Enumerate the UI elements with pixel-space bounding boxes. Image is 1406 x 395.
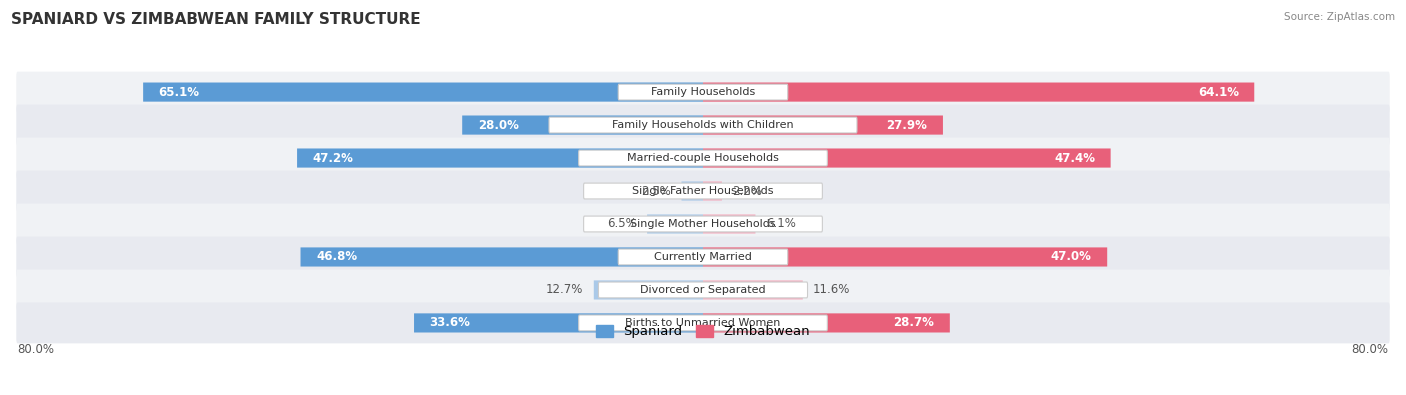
Text: 47.4%: 47.4% (1054, 152, 1095, 165)
Text: Family Households with Children: Family Households with Children (612, 120, 794, 130)
FancyBboxPatch shape (703, 83, 1254, 102)
FancyBboxPatch shape (703, 247, 1107, 267)
FancyBboxPatch shape (17, 203, 1389, 245)
FancyBboxPatch shape (17, 303, 1389, 343)
FancyBboxPatch shape (703, 313, 950, 333)
Text: 6.5%: 6.5% (607, 218, 637, 231)
Text: 27.9%: 27.9% (887, 118, 928, 132)
FancyBboxPatch shape (682, 181, 703, 201)
FancyBboxPatch shape (619, 249, 787, 265)
Text: Currently Married: Currently Married (654, 252, 752, 262)
Text: 47.2%: 47.2% (312, 152, 353, 165)
FancyBboxPatch shape (17, 237, 1389, 277)
Text: 80.0%: 80.0% (18, 343, 55, 356)
Text: Births to Unmarried Women: Births to Unmarried Women (626, 318, 780, 328)
FancyBboxPatch shape (599, 282, 807, 298)
Text: Married-couple Households: Married-couple Households (627, 153, 779, 163)
FancyBboxPatch shape (301, 247, 703, 267)
FancyBboxPatch shape (619, 84, 787, 100)
Text: Single Mother Households: Single Mother Households (630, 219, 776, 229)
FancyBboxPatch shape (143, 83, 703, 102)
FancyBboxPatch shape (703, 181, 721, 201)
Text: 46.8%: 46.8% (316, 250, 357, 263)
FancyBboxPatch shape (413, 313, 703, 333)
FancyBboxPatch shape (463, 115, 703, 135)
Text: 11.6%: 11.6% (813, 284, 851, 297)
Text: 2.2%: 2.2% (733, 184, 762, 198)
Legend: Spaniard, Zimbabwean: Spaniard, Zimbabwean (591, 320, 815, 343)
FancyBboxPatch shape (579, 150, 827, 166)
Text: 28.7%: 28.7% (893, 316, 935, 329)
FancyBboxPatch shape (583, 216, 823, 232)
Text: 33.6%: 33.6% (429, 316, 471, 329)
Text: 80.0%: 80.0% (1351, 343, 1388, 356)
Text: 64.1%: 64.1% (1198, 86, 1239, 99)
Text: SPANIARD VS ZIMBABWEAN FAMILY STRUCTURE: SPANIARD VS ZIMBABWEAN FAMILY STRUCTURE (11, 12, 420, 27)
FancyBboxPatch shape (17, 269, 1389, 310)
FancyBboxPatch shape (703, 149, 1111, 167)
FancyBboxPatch shape (647, 214, 703, 233)
Text: Single Father Households: Single Father Households (633, 186, 773, 196)
FancyBboxPatch shape (703, 115, 943, 135)
Text: Divorced or Separated: Divorced or Separated (640, 285, 766, 295)
Text: 65.1%: 65.1% (159, 86, 200, 99)
FancyBboxPatch shape (17, 137, 1389, 179)
Text: Source: ZipAtlas.com: Source: ZipAtlas.com (1284, 12, 1395, 22)
FancyBboxPatch shape (17, 71, 1389, 113)
Text: 2.5%: 2.5% (641, 184, 671, 198)
FancyBboxPatch shape (297, 149, 703, 167)
Text: 12.7%: 12.7% (546, 284, 583, 297)
Text: 6.1%: 6.1% (766, 218, 796, 231)
FancyBboxPatch shape (17, 171, 1389, 211)
Text: 47.0%: 47.0% (1050, 250, 1091, 263)
FancyBboxPatch shape (703, 214, 755, 233)
FancyBboxPatch shape (579, 315, 827, 331)
Text: 28.0%: 28.0% (478, 118, 519, 132)
FancyBboxPatch shape (593, 280, 703, 299)
Text: Family Households: Family Households (651, 87, 755, 97)
FancyBboxPatch shape (703, 280, 803, 299)
FancyBboxPatch shape (583, 183, 823, 199)
FancyBboxPatch shape (548, 117, 858, 133)
FancyBboxPatch shape (17, 105, 1389, 145)
